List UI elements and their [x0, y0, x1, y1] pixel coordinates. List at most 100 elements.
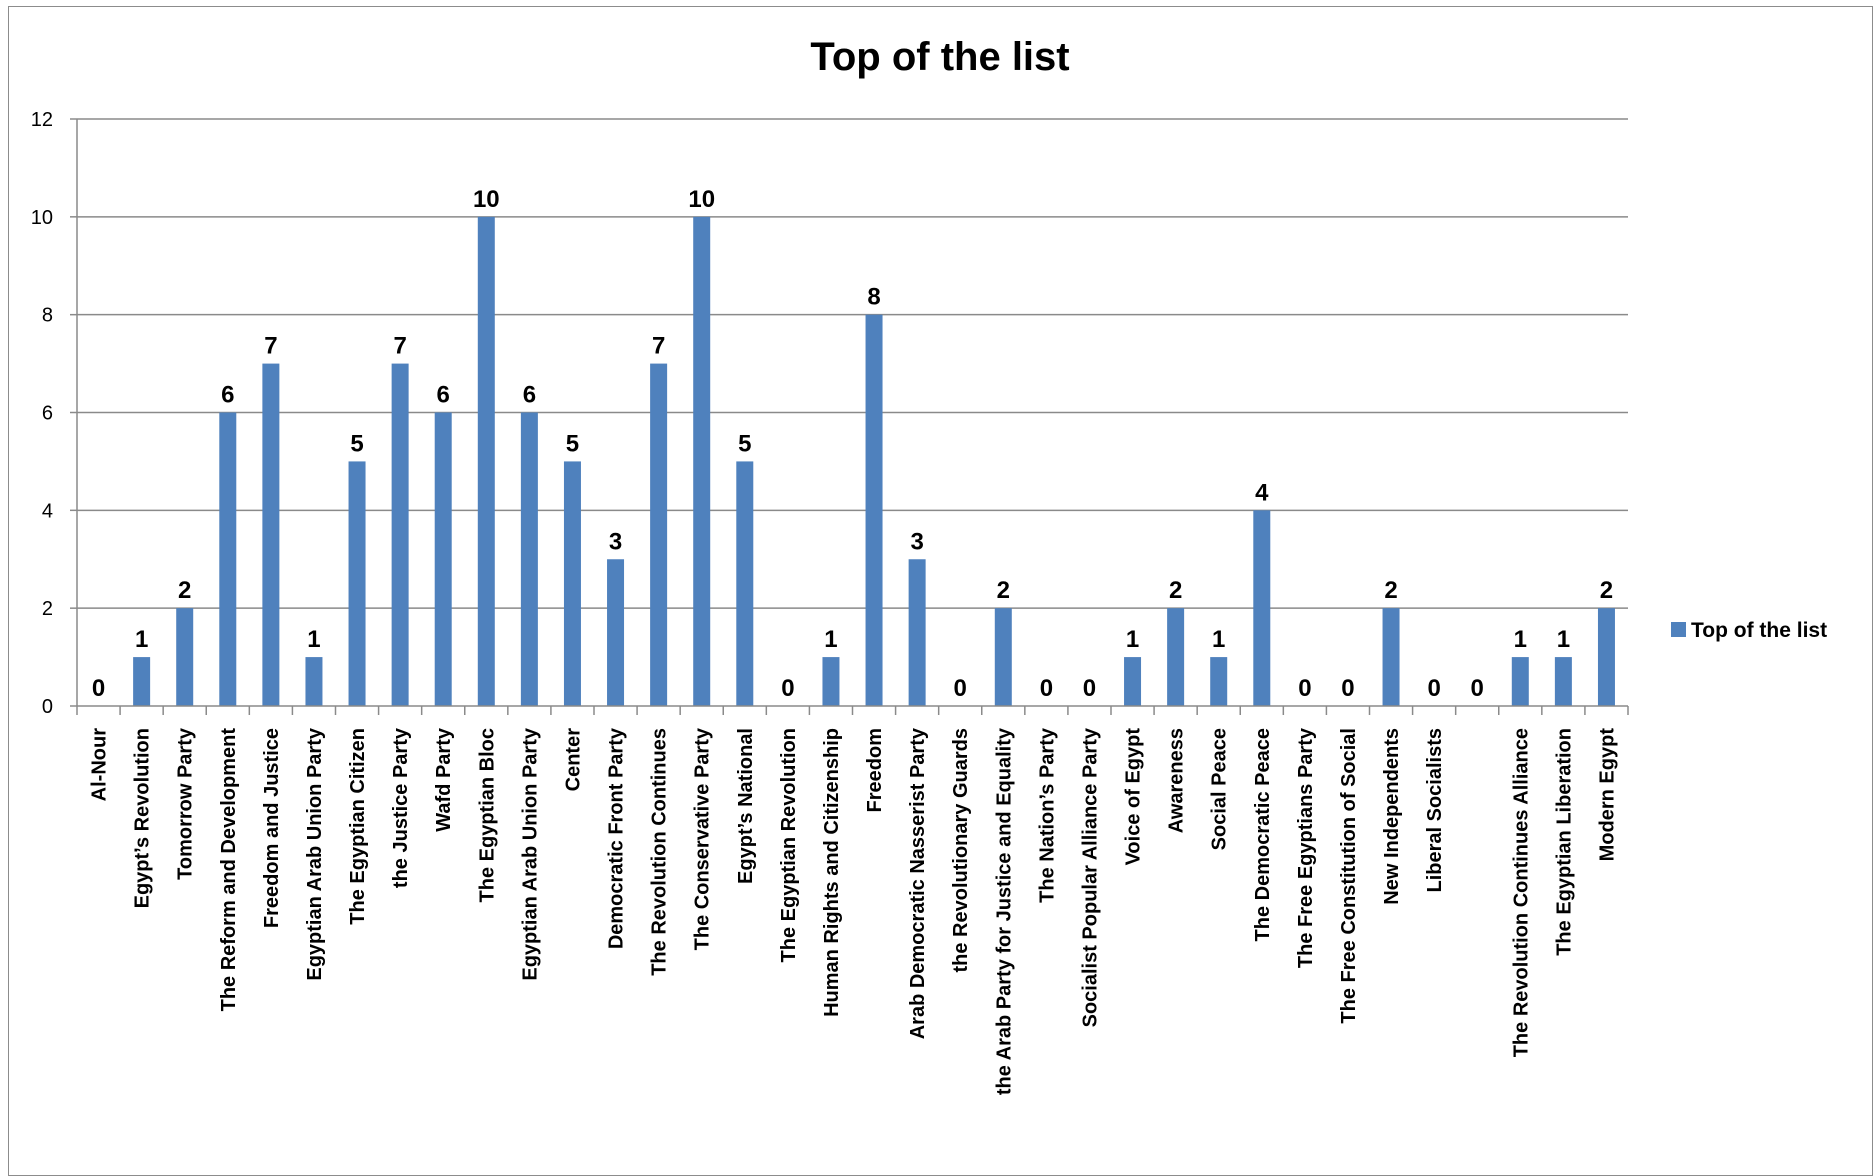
x-tick-label: the Arab Party for Justice and Equality [993, 727, 1015, 1095]
bar [1382, 608, 1400, 706]
x-tick-label: the Justice Party [390, 727, 412, 888]
x-tick-label: Human Rights and Citizenship [821, 728, 843, 1017]
bar [305, 657, 323, 706]
y-tick-label: 10 [31, 207, 53, 229]
y-tick-label: 2 [42, 598, 53, 620]
x-tick-label: The Egyptian Bloc [476, 728, 498, 902]
legend-label: Top of the list [1691, 619, 1827, 642]
x-tick-label: The Democratic Peace [1252, 728, 1274, 941]
x-tick-label: The Revolution Continues [649, 728, 671, 976]
x-tick-label: New Independents [1381, 728, 1403, 905]
x-tick-label: Social Peace [1209, 728, 1231, 850]
data-label: 1 [824, 626, 837, 653]
data-label: 1 [1514, 626, 1527, 653]
x-tick-label: Center [562, 728, 584, 792]
bar [736, 461, 754, 706]
x-tick-label: Wafd Party [433, 727, 455, 832]
bar [822, 657, 840, 706]
x-tick-label: the Revolutionary Guards [950, 728, 972, 973]
legend-swatch [1671, 622, 1686, 637]
data-label: 0 [781, 675, 794, 702]
x-tick-label: The Revolution Continues Alliance [1510, 728, 1532, 1057]
bar [133, 657, 151, 706]
data-label: 7 [393, 333, 406, 360]
data-label: 6 [437, 382, 450, 409]
data-label: 2 [178, 577, 191, 604]
bar [908, 559, 926, 706]
chart-title: Top of the list [810, 35, 1069, 79]
bar [391, 363, 409, 706]
data-label: 1 [135, 626, 148, 653]
bar [1253, 510, 1271, 706]
x-tick-label: Democratic Front Party [606, 727, 628, 949]
x-tick-label: The Reform and Development [218, 728, 240, 1012]
bar [607, 559, 625, 706]
x-tick-label: The Conservative Party [692, 727, 714, 950]
data-label: 0 [1471, 675, 1484, 702]
gridlines [77, 118, 1628, 609]
data-label: 1 [1557, 626, 1570, 653]
data-label: 0 [1040, 675, 1053, 702]
data-label: 1 [1126, 626, 1139, 653]
x-tick-label: The Free Egyptians Party [1295, 727, 1317, 968]
data-labels: 0 1 2 6 7 1 5 7 6 10 6 5 3 7 10 5 0 1 8 3 0 2 0 0 1 2 1 4 0 0 2 0 0 1 1 2 [92, 186, 1613, 702]
y-tick-label: 4 [42, 500, 53, 522]
y-axis: 0 2 4 6 8 10 12 [31, 109, 78, 718]
data-label: 1 [1212, 626, 1225, 653]
x-tick-label: The Egyptian Citizen [347, 728, 369, 925]
x-tick-label: The Egyptian Revolution [778, 728, 800, 962]
y-tick-label: 12 [31, 109, 53, 131]
bar [219, 412, 237, 706]
x-tick-label: Egyptian Arab Union Party [519, 727, 541, 981]
chart-frame [8, 6, 1873, 1176]
data-label: 6 [221, 382, 234, 409]
bar [1124, 657, 1142, 706]
data-label: 0 [1083, 675, 1096, 702]
bar [434, 412, 452, 706]
data-label: 5 [738, 430, 751, 457]
bar [176, 608, 194, 706]
y-tick-label: 0 [42, 696, 53, 718]
bar [1210, 657, 1228, 706]
data-label: 0 [1341, 675, 1354, 702]
data-label: 0 [92, 675, 105, 702]
bar [262, 363, 280, 706]
legend: Top of the list [1671, 619, 1827, 642]
bar [477, 216, 495, 707]
data-label: 2 [1600, 577, 1613, 604]
bars [133, 216, 1615, 707]
x-tick-label: The Free Constitution of Social [1338, 728, 1360, 1024]
bar [1167, 608, 1185, 706]
bar [348, 461, 366, 706]
data-label: 1 [307, 626, 320, 653]
x-tick-label: Modern Egypt [1596, 728, 1618, 862]
x-tick-label: Awareness [1166, 728, 1188, 833]
data-label: 5 [566, 430, 579, 457]
data-label: 0 [954, 675, 967, 702]
data-label: 3 [609, 528, 622, 555]
data-label: 2 [1169, 577, 1182, 604]
x-tick-label: Egypt’s Revolution [132, 728, 154, 908]
x-tick-label: Voice of Egypt [1123, 728, 1145, 866]
data-label: 7 [264, 333, 277, 360]
data-label: 6 [523, 382, 536, 409]
data-label: 5 [350, 430, 363, 457]
data-label: 10 [688, 186, 715, 213]
y-tick-label: 6 [42, 403, 53, 425]
bar [650, 363, 668, 706]
bar [865, 314, 883, 706]
x-tick-label: Al-Nour [89, 728, 111, 802]
bar [1554, 657, 1572, 706]
bar [693, 216, 711, 707]
bar [1597, 608, 1615, 706]
data-label: 0 [1427, 675, 1440, 702]
x-tick-label: Arab Democratic Nasserist Party [907, 727, 929, 1039]
data-label: 10 [473, 186, 500, 213]
x-tick-label: Tomorrow Party [175, 727, 197, 880]
bar [1511, 657, 1529, 706]
data-label: 8 [867, 284, 880, 311]
bar [563, 461, 581, 706]
bar [994, 608, 1012, 706]
x-tick-label: The Nation’s Party [1036, 727, 1058, 903]
